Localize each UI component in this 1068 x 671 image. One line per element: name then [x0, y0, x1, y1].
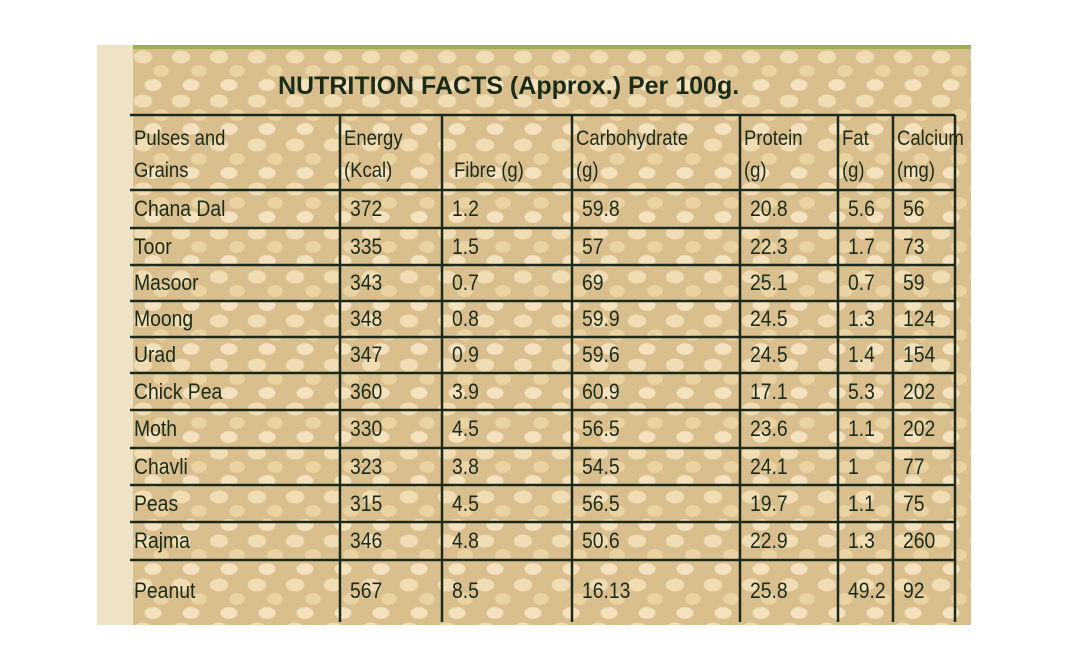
row-label: Moong: [134, 306, 194, 331]
cell: 346: [350, 528, 383, 553]
header-cell: Energy: [344, 127, 403, 150]
header-cell: Fibre (g): [454, 159, 524, 182]
cell: 0.9: [452, 342, 479, 367]
cell: 202: [903, 416, 936, 441]
cell: 24.5: [750, 342, 788, 367]
cell: 4.5: [452, 416, 479, 441]
cell: 0.7: [452, 270, 479, 295]
cell: 0.8: [452, 306, 479, 331]
header-cell: (g): [576, 159, 599, 182]
cell: 57: [582, 233, 604, 259]
cell: 49.2: [848, 578, 886, 603]
cell: 315: [350, 490, 383, 516]
cell: 4.8: [452, 528, 479, 553]
cell: 4.5: [452, 490, 479, 516]
header-cell: Carbohydrate: [576, 127, 688, 150]
row-label: Peanut: [134, 578, 196, 603]
cell: 323: [350, 453, 383, 479]
header-cell: Protein: [744, 127, 803, 150]
cell: 1.3: [848, 306, 875, 331]
row-label: Urad: [134, 342, 176, 367]
cell: 347: [350, 342, 383, 367]
cell: 22.3: [750, 233, 788, 259]
cell: 154: [903, 342, 936, 367]
cell: 59.8: [582, 196, 620, 221]
header-cell: Pulses and: [134, 127, 226, 150]
cell: 348: [350, 306, 383, 331]
cell: 59.9: [582, 306, 620, 331]
row-label: Toor: [134, 233, 172, 259]
cell: 16.13: [582, 578, 631, 603]
cell: 260: [903, 528, 936, 553]
cell: 92: [903, 578, 925, 603]
cell: 54.5: [582, 453, 620, 479]
header-cell: Calcium: [897, 127, 964, 150]
cell: 59: [903, 270, 925, 295]
header-cell: Grains: [134, 159, 189, 182]
cell: 59.6: [582, 342, 620, 367]
cell: 343: [350, 270, 383, 295]
cell: 60.9: [582, 378, 620, 404]
cell: 1.7: [848, 233, 875, 259]
cell: 22.9: [750, 528, 788, 553]
cell: 24.5: [750, 306, 788, 331]
title: NUTRITION FACTS (Approx.) Per 100g.: [278, 72, 740, 100]
cell: 335: [350, 233, 383, 259]
row-label: Moth: [134, 416, 178, 441]
cell: 56: [903, 196, 925, 221]
cell: 330: [350, 416, 383, 441]
cell: 75: [903, 490, 925, 516]
cell: 372: [350, 196, 383, 221]
cell: 1.2: [452, 196, 479, 221]
cell: 19.7: [750, 490, 788, 516]
header-cell: (g): [744, 159, 767, 182]
row-label: Masoor: [134, 270, 199, 295]
cell: 73: [903, 233, 925, 259]
row-label: Chick Pea: [134, 378, 223, 404]
cell: 17.1: [750, 378, 788, 404]
cell: 77: [903, 453, 925, 479]
cell: 3.8: [452, 453, 479, 479]
cell: 5.3: [848, 378, 875, 404]
cell: 24.1: [750, 453, 788, 479]
cell: 360: [350, 378, 383, 404]
cell: 0.7: [848, 270, 875, 295]
cell: 124: [903, 306, 936, 331]
cell: 56.5: [582, 416, 620, 441]
cell: 3.9: [452, 378, 479, 404]
cell: 5.6: [848, 196, 875, 221]
cell: 1.5: [452, 233, 479, 259]
cell: 1.3: [848, 528, 875, 553]
header-cell: (Kcal): [344, 159, 393, 182]
cell: 1.1: [848, 490, 875, 516]
header-cell: (g): [842, 159, 865, 182]
row-label: Peas: [134, 490, 179, 516]
header-cell: (mg): [897, 159, 935, 182]
cell: 1: [848, 453, 859, 479]
row-label: Chana Dal: [134, 196, 226, 221]
cell: 20.8: [750, 196, 788, 221]
cell: 56.5: [582, 490, 620, 516]
cell: 25.8: [750, 578, 788, 603]
cell: 69: [582, 270, 604, 295]
cell: 1.1: [848, 416, 875, 441]
package-edge: [97, 45, 133, 625]
cell: 567: [350, 578, 383, 603]
row-label: Rajma: [134, 528, 190, 553]
cell: 25.1: [750, 270, 788, 295]
cell: 23.6: [750, 416, 788, 441]
header-cell: Fat: [842, 127, 869, 150]
cell: 50.6: [582, 528, 620, 553]
cell: 202: [903, 378, 936, 404]
cell: 8.5: [452, 578, 479, 603]
cell: 1.4: [848, 342, 875, 367]
row-label: Chavli: [134, 453, 188, 479]
